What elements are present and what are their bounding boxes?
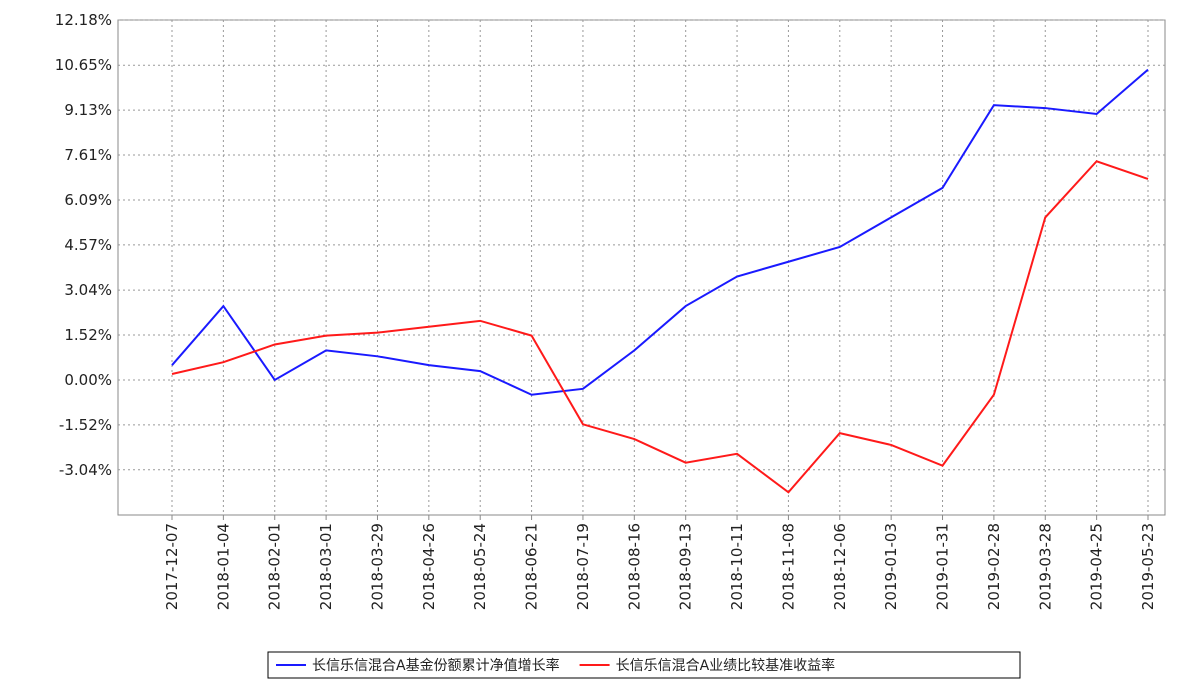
series-line <box>172 161 1148 492</box>
x-tick-label: 2017-12-07 <box>163 523 181 610</box>
y-tick-label: 12.18% <box>55 11 112 29</box>
x-tick-label: 2018-10-11 <box>728 523 746 610</box>
legend-label: 长信乐信混合A业绩比较基准收益率 <box>616 657 836 674</box>
x-tick-label: 2018-08-16 <box>625 523 643 610</box>
y-tick-label: 10.65% <box>55 56 112 74</box>
x-tick-label: 2018-06-21 <box>523 523 541 610</box>
x-tick-label: 2019-02-28 <box>985 523 1003 610</box>
y-tick-label: -1.52% <box>59 416 112 434</box>
x-tick-label: 2018-07-19 <box>574 523 592 610</box>
x-tick-label: 2018-09-13 <box>677 523 695 610</box>
y-tick-label: 7.61% <box>64 146 112 164</box>
y-tick-label: 0.00% <box>64 371 112 389</box>
x-tick-label: 2019-04-25 <box>1088 523 1106 610</box>
y-tick-label: 4.57% <box>64 236 112 254</box>
x-tick-label: 2018-04-26 <box>420 523 438 610</box>
y-tick-label: 1.52% <box>64 326 112 344</box>
legend-label: 长信乐信混合A基金份额累计净值增长率 <box>312 657 560 674</box>
x-tick-label: 2018-01-04 <box>214 523 232 610</box>
x-tick-label: 2018-03-01 <box>317 523 335 610</box>
x-tick-label: 2018-03-29 <box>368 523 386 610</box>
x-tick-label: 2018-02-01 <box>266 523 284 610</box>
x-tick-label: 2019-01-03 <box>882 523 900 610</box>
x-tick-label: 2018-12-06 <box>831 523 849 610</box>
y-tick-label: 6.09% <box>64 191 112 209</box>
y-tick-label: -3.04% <box>59 461 112 479</box>
x-tick-label: 2019-05-23 <box>1139 523 1157 610</box>
y-tick-label: 9.13% <box>64 101 112 119</box>
series-line <box>172 70 1148 395</box>
x-tick-label: 2018-11-08 <box>779 523 797 610</box>
x-tick-label: 2019-03-28 <box>1036 523 1054 610</box>
chart: -3.04% -1.52% 0.00% 1.52% 3.04% 4.57% 6.09% 7.6… <box>0 0 1192 687</box>
y-tick-label: 3.04% <box>64 281 112 299</box>
x-tick-label: 2019-01-31 <box>934 523 952 610</box>
x-tick-label: 2018-05-24 <box>471 523 489 610</box>
